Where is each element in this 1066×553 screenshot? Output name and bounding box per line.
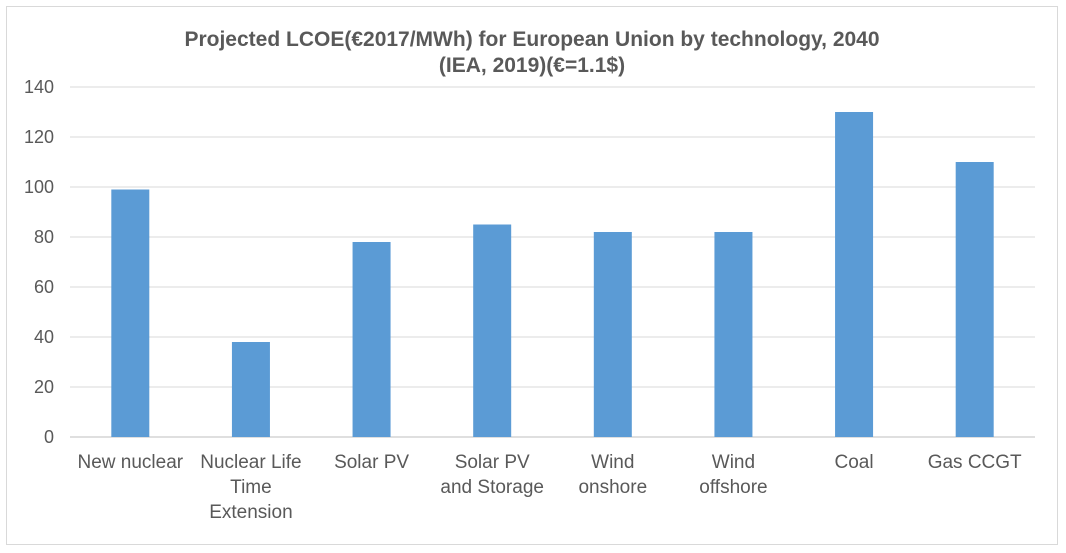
chart-frame [6,6,1058,545]
y-tick-label: 120 [24,127,54,147]
x-tick-label: Gas CCGT [928,452,1022,473]
bar [835,112,874,437]
x-tick-label: Wind onshore [578,452,647,498]
x-tick-label: Coal [835,452,874,473]
bar [231,342,270,437]
x-axis-labels: New nuclear Nuclear Life Time Extension Sola… [78,452,1023,523]
chart-title-line-1: Projected LCOE(€2017/MWh) for European U… [184,28,879,51]
x-tick-label: Solar PV [334,452,409,473]
y-tick-label: 100 [24,177,54,197]
y-tick-label: 20 [34,377,54,397]
y-tick-label: 60 [34,277,54,297]
bar [352,242,391,437]
bars [111,112,994,437]
bar [955,162,994,437]
bar [473,224,512,437]
cropped-top-strip [0,0,1066,6]
bar [593,232,632,437]
y-axis-ticks: 0 20 40 60 80 100 120 140 [24,77,54,447]
x-tick-label: New nuclear [78,452,184,473]
y-tick-label: 80 [34,227,54,247]
y-tick-label: 140 [24,77,54,97]
x-tick-label: Nuclear Life Time Extension [200,452,301,523]
x-tick-label: Solar PV and Storage [440,452,544,498]
bar [714,232,753,437]
bar [111,189,150,437]
y-tick-label: 40 [34,327,54,347]
x-tick-label: Wind offshore [699,452,767,498]
chart-title-line-2: (IEA, 2019)(€=1.1$) [439,54,625,77]
gridlines [70,86,1035,438]
y-tick-label: 0 [44,427,54,447]
